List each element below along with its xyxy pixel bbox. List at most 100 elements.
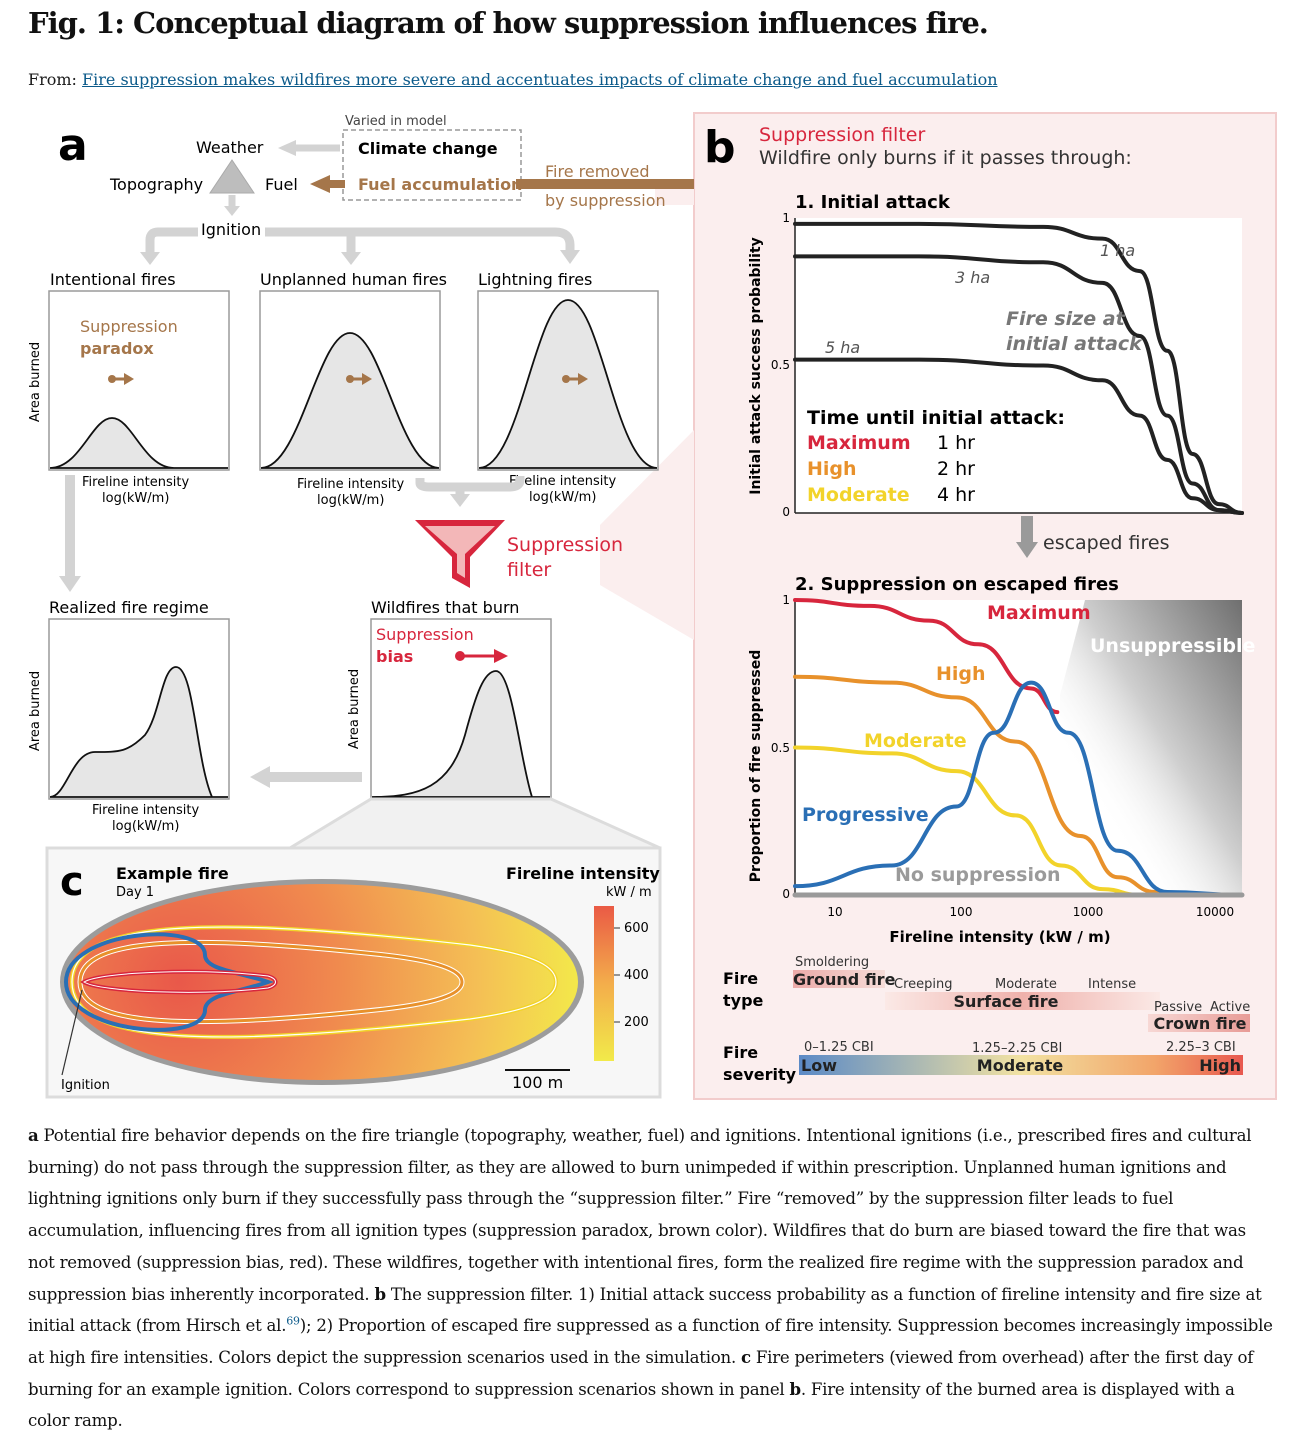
severity-line2: severity: [723, 1065, 797, 1084]
intense-label: Intense: [1088, 977, 1136, 992]
plot1-ytick: 1: [782, 211, 790, 225]
article-link[interactable]: Fire suppression makes wildfires more se…: [82, 70, 998, 89]
surface-fire-label: Surface fire: [953, 992, 1058, 1011]
fuel-arrow: [310, 175, 330, 193]
arrow-to-realized: [59, 576, 81, 592]
series-label-moderate: Moderate: [864, 730, 967, 752]
from-label: From:: [28, 70, 77, 89]
climate-change-label: Climate change: [358, 139, 498, 158]
time-level-high: High: [807, 458, 857, 480]
plot2-yticks: 1 0.5 0: [771, 593, 790, 901]
bias-line2: bias: [376, 647, 413, 666]
time-header: Time until initial attack:: [807, 407, 1065, 429]
surface-fire-bar: [885, 992, 1160, 1010]
moderate-surface-label: Moderate: [995, 977, 1057, 992]
realized-curve: [49, 666, 228, 798]
colorbar-unit: kW / m: [606, 885, 652, 900]
time-value-maximum: 1 hr: [937, 432, 975, 454]
paradox-arrow-2: [346, 373, 372, 385]
panel-b: b Suppression filter Wildfire only burns…: [600, 112, 1277, 1100]
bias-line1: Suppression: [376, 625, 474, 644]
severity-line1: Fire: [723, 1043, 758, 1062]
arrow-to-unplanned: [341, 252, 361, 265]
example-fire-title: Example fire: [116, 864, 229, 883]
box-title-lightning: Lightning fires: [478, 270, 592, 289]
series-line-5-ha: [793, 357, 1244, 515]
high-perimeter: [78, 940, 464, 1024]
varied-box: [342, 129, 522, 201]
x-label-4b: log(kW/m): [112, 819, 179, 834]
x-label-3a: Fireline intensity: [509, 474, 616, 489]
fire-type-line2: type: [723, 991, 764, 1010]
series-line-progressive: [793, 680, 1244, 897]
paradox-arrow-1: [108, 373, 134, 385]
size-note-line2: initial attack: [1006, 333, 1143, 355]
plot1-lines: [793, 221, 1244, 515]
source-line: From: Fire suppression makes wildfires m…: [28, 70, 998, 89]
time-level-moderate: Moderate: [807, 484, 910, 506]
ignition-text: Ignition: [61, 1078, 110, 1093]
plot2-ytick: 1: [782, 593, 790, 607]
suppression-filter-funnel: [415, 520, 505, 588]
plot1-ylabel: Initial attack success probability: [748, 237, 764, 495]
cbi-moderate-label: 1.25–2.25 CBI: [972, 1041, 1062, 1056]
plot2-ytick: 0: [782, 887, 790, 901]
series-label-progressive: Progressive: [802, 804, 929, 826]
y-label-4: Area burned: [28, 671, 43, 751]
colorbar-title: Fireline intensity: [506, 864, 660, 883]
plot2-xtick: 100: [950, 905, 973, 919]
filter-zoom-wedge: [600, 430, 694, 640]
fire-removed-line1: Fire removed: [545, 162, 650, 181]
plot2-xtick: 10: [827, 905, 842, 919]
lightning-curve: [478, 299, 658, 469]
time-level-maximum: Maximum: [807, 432, 911, 454]
size-label-5ha: 5 ha: [825, 338, 860, 357]
series-line-1-ha: [793, 221, 1244, 515]
fuel-accumulation-label: Fuel accumulation: [358, 175, 522, 194]
bias-arrow: [455, 649, 508, 663]
fire-triangle: [209, 159, 255, 194]
wildfires-curve: [371, 670, 550, 798]
unsuppressible-label: Unsuppressible: [1090, 635, 1255, 657]
creeping-label: Creeping: [894, 977, 953, 992]
severity-bar: [799, 1055, 1243, 1075]
plot2-title: 2. Suppression on escaped fires: [795, 574, 1119, 595]
box-title-unplanned: Unplanned human fires: [260, 270, 447, 289]
paradox-line2: paradox: [80, 339, 154, 358]
box-title-intentional: Intentional fires: [50, 270, 176, 289]
scale-label: 100 m: [512, 1073, 563, 1092]
size-label-3ha: 3 ha: [955, 268, 990, 287]
colorbar-tick: 400: [624, 968, 649, 983]
severity-moderate: Moderate: [977, 1056, 1064, 1075]
colorbar-tick: 200: [624, 1015, 649, 1030]
escaped-arrow: [1016, 542, 1038, 558]
ground-fire-bar: [793, 970, 885, 988]
panel-a: a Varied in model Climate change Fuel ac…: [28, 114, 694, 834]
size-label-1ha: 1 ha: [1100, 241, 1135, 260]
plot2-ylabel: Proportion of fire suppressed: [748, 650, 764, 882]
x-label-2b: log(kW/m): [317, 493, 384, 508]
plot1-title: 1. Initial attack: [795, 192, 951, 213]
paradox-line1: Suppression: [80, 317, 178, 336]
series-line-maximum: [793, 598, 1060, 715]
smoldering-label: Smoldering: [795, 955, 869, 970]
time-value-high: 2 hr: [937, 458, 975, 480]
x-label-3b: log(kW/m): [529, 490, 596, 505]
arrow-to-lightning: [560, 250, 580, 264]
varied-label: Varied in model: [345, 114, 447, 129]
fuel-label: Fuel: [265, 175, 298, 194]
no-suppression-label: No suppression: [895, 864, 1061, 886]
series-line-high: [793, 674, 1207, 897]
severity-high: High: [1199, 1056, 1241, 1075]
box-title-wildfires: Wildfires that burn: [371, 598, 519, 617]
plot2-xlabel: Fireline intensity (kW / m): [889, 928, 1110, 946]
topography-label: Topography: [109, 175, 203, 194]
x-label-1b: log(kW/m): [102, 491, 169, 506]
crown-fire-label: Crown fire: [1154, 1014, 1247, 1033]
arrow-wildfires-to-realized: [250, 766, 270, 788]
plot1-ytick: 0: [782, 505, 790, 519]
panel-b-letter: b: [704, 122, 736, 173]
series-label-maximum: Maximum: [987, 602, 1091, 624]
y-label-5: Area burned: [347, 669, 362, 749]
panel-b-title: Suppression filter: [759, 124, 925, 146]
